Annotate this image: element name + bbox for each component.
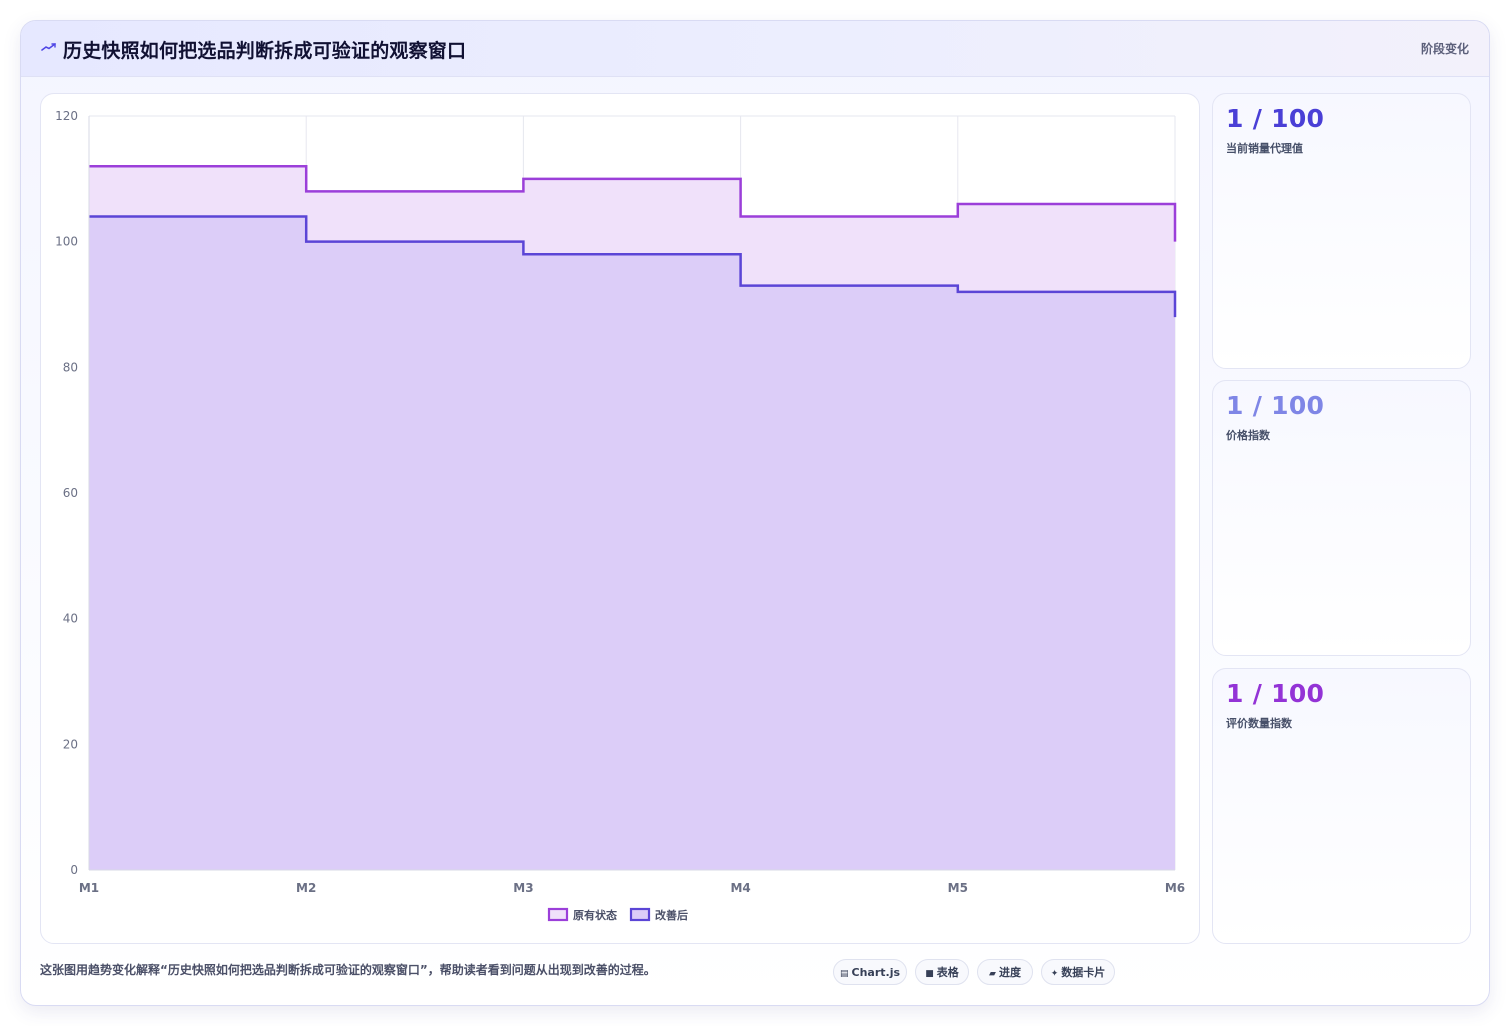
x-tick-label: M6 <box>1165 881 1185 895</box>
chip-label: 数据卡片 <box>1061 966 1106 979</box>
chart-caption: 这张图用趋势变化解释“历史快照如何把选品判断拆成可验证的观察窗口”，帮助读者看到… <box>40 963 656 977</box>
chart-card: 0 20 40 60 80 100 120 M1 M2 M3 M4 M5 M6 原有状态 改善后 <box>40 93 1200 944</box>
chip-label: Chart.js <box>851 966 901 979</box>
stat-card-price: 1 / 100 价格指数 <box>1212 380 1471 656</box>
table-icon: ■ <box>925 969 934 979</box>
panel-header: 历史快照如何把选品判断拆成可验证的观察窗口 阶段变化 <box>21 21 1489 77</box>
y-tick-label: 100 <box>55 235 78 249</box>
progress-icon: ▰ <box>989 969 996 979</box>
y-tick-label: 40 <box>63 612 78 626</box>
y-tick-label: 80 <box>63 360 78 374</box>
stat-value: 1 / 100 <box>1226 104 1325 133</box>
series-line-0 <box>89 165 1177 242</box>
chip-progress[interactable]: ▰ 进度 <box>977 959 1033 985</box>
stat-label: 价格指数 <box>1226 429 1270 442</box>
chip-label: 进度 <box>998 966 1021 979</box>
step-area-chart: 0 20 40 60 80 100 120 M1 M2 M3 M4 M5 M6 原有状态 改善后 <box>55 109 1185 922</box>
dashboard-panel: 历史快照如何把选品判断拆成可验证的观察窗口 阶段变化 0 20 40 60 80 100 1… <box>20 20 1490 1006</box>
legend-swatch-0 <box>547 907 569 922</box>
stat-value: 1 / 100 <box>1226 679 1325 708</box>
x-tick-label: M3 <box>513 881 533 895</box>
y-tick-label: 60 <box>63 486 78 500</box>
chart-icon: ▤ <box>839 969 849 979</box>
x-tick-label: M5 <box>948 881 968 895</box>
y-tick-label: 20 <box>63 737 78 751</box>
x-tick-label: M4 <box>730 881 750 895</box>
x-tick-label: M1 <box>79 881 99 895</box>
chip-chartjs[interactable]: ▤ Chart.js <box>833 959 907 985</box>
sparkle-icon: ✦ <box>1050 969 1059 979</box>
chip-data-cards[interactable]: ✦ 数据卡片 <box>1041 959 1115 985</box>
legend-label-0: 原有状态 <box>573 908 617 922</box>
stat-label: 评价数量指数 <box>1226 717 1292 730</box>
series-area-1 <box>89 216 1175 870</box>
y-tick-label: 120 <box>55 109 78 123</box>
series-line-1 <box>89 215 1177 318</box>
stat-card-sales: 1 / 100 当前销量代理值 <box>1212 93 1471 369</box>
x-tick-label: M2 <box>296 881 316 895</box>
chip-table[interactable]: ■ 表格 <box>915 959 969 985</box>
chip-label: 表格 <box>936 966 959 979</box>
legend-label-1: 改善后 <box>655 908 688 922</box>
stat-card-reviews: 1 / 100 评价数量指数 <box>1212 668 1471 944</box>
stage-change-label: 阶段变化 <box>1420 42 1469 56</box>
trend-line-icon <box>41 43 56 51</box>
page-title: 历史快照如何把选品判断拆成可验证的观察窗口 <box>63 40 467 62</box>
y-tick-label: 0 <box>70 863 78 877</box>
stat-label: 当前销量代理值 <box>1226 142 1303 155</box>
stat-value: 1 / 100 <box>1226 391 1325 420</box>
legend-swatch-1 <box>629 907 651 922</box>
